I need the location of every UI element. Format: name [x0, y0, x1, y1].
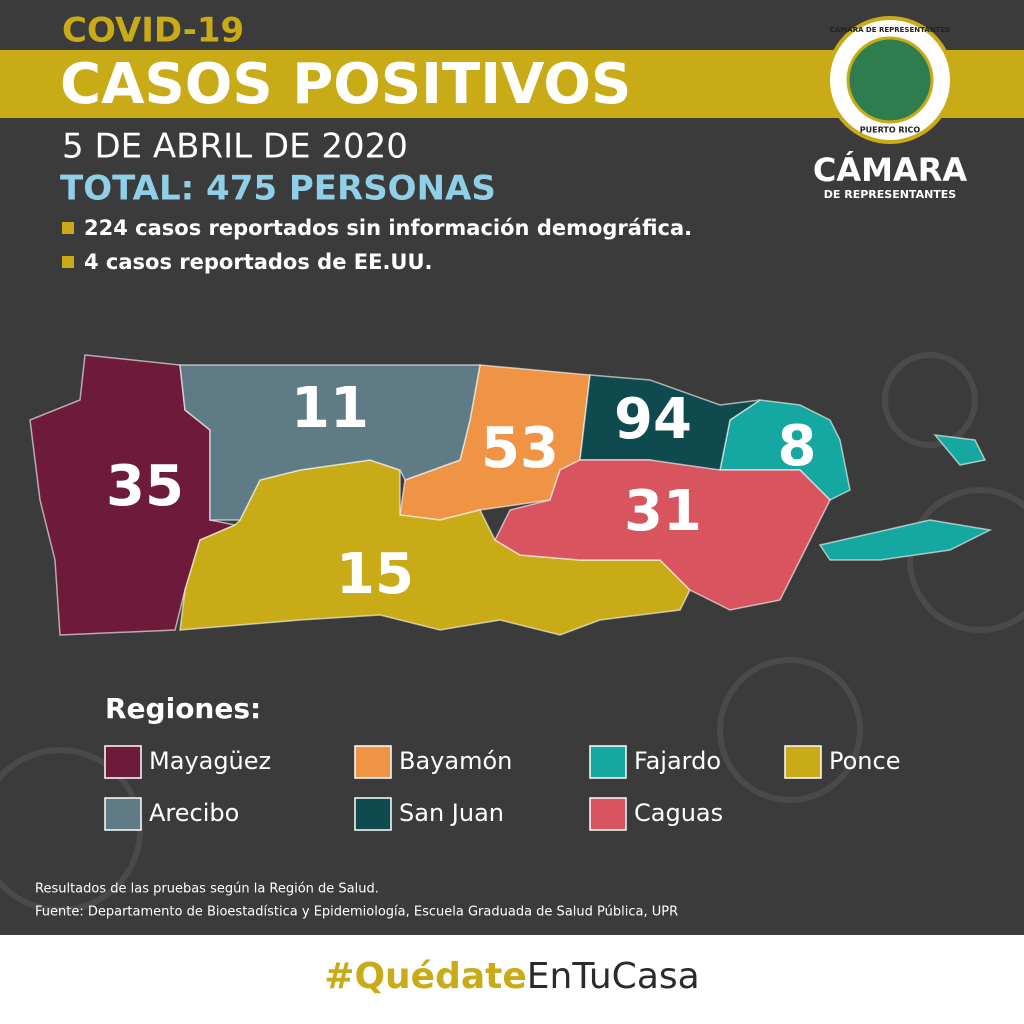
footer-band — [0, 935, 1024, 1024]
logo-subname: DE REPRESENTANTES — [824, 188, 957, 201]
region-cases: 8 — [778, 414, 817, 479]
region-shape — [179, 459, 691, 636]
region-shape — [494, 459, 831, 611]
bullet — [62, 256, 74, 268]
region-shape — [818, 519, 993, 561]
seal-bottom-text: PUERTO RICO — [860, 126, 921, 135]
legend-label: Mayagüez — [149, 747, 271, 775]
hashtag: #QuédateEnTuCasa — [324, 956, 699, 997]
legend-swatch — [104, 745, 142, 779]
legend: Mayagüez Bayamón Fajardo Ponce Arecibo San Ju… — [104, 745, 900, 831]
legend-label: Caguas — [634, 799, 723, 827]
date: 5 DE ABRIL DE 2020 — [62, 127, 408, 167]
bullet — [62, 222, 74, 234]
kicker: COVID-19 — [62, 11, 244, 51]
region-cases: 35 — [106, 454, 184, 519]
region-cases: 11 — [291, 376, 369, 441]
legend-label: Ponce — [829, 747, 900, 775]
hashtag-rest: EnTuCasa — [527, 956, 700, 997]
source-line: Fuente: Departamento de Bioestadística y… — [35, 905, 678, 920]
legend-swatch — [104, 797, 142, 831]
source-line: Resultados de las pruebas según la Regió… — [35, 882, 379, 897]
legend-label: San Juan — [399, 799, 504, 827]
region-shape — [933, 434, 987, 466]
seal-center — [846, 36, 934, 124]
legend-swatch — [589, 797, 627, 831]
legend-swatch — [354, 745, 392, 779]
logo-name: CÁMARA — [813, 151, 968, 189]
legend-label: Arecibo — [149, 799, 239, 827]
region-cases: 53 — [481, 416, 559, 481]
title: CASOS POSITIVOS — [60, 52, 631, 117]
note: 4 casos reportados de EE.UU. — [84, 250, 433, 274]
legend-label: Fajardo — [634, 747, 721, 775]
hashtag-bold: #Quédate — [324, 956, 527, 997]
total: TOTAL: 475 PERSONAS — [60, 169, 496, 209]
seal-top-text: CÁMARA DE REPRESENTANTES — [830, 25, 950, 34]
legend-label: Bayamón — [399, 747, 512, 775]
region-cases: 31 — [624, 479, 702, 544]
map: 35 53 8 15 11 94 31 — [29, 354, 993, 636]
note: 224 casos reportados sin información dem… — [84, 216, 692, 240]
region-cases: 94 — [614, 387, 692, 452]
legend-title: Regiones: — [105, 692, 261, 725]
legend-swatch — [354, 797, 392, 831]
region-cases: 15 — [336, 542, 414, 607]
region-shape — [179, 364, 481, 521]
legend-swatch — [784, 745, 822, 779]
legend-swatch — [589, 745, 627, 779]
